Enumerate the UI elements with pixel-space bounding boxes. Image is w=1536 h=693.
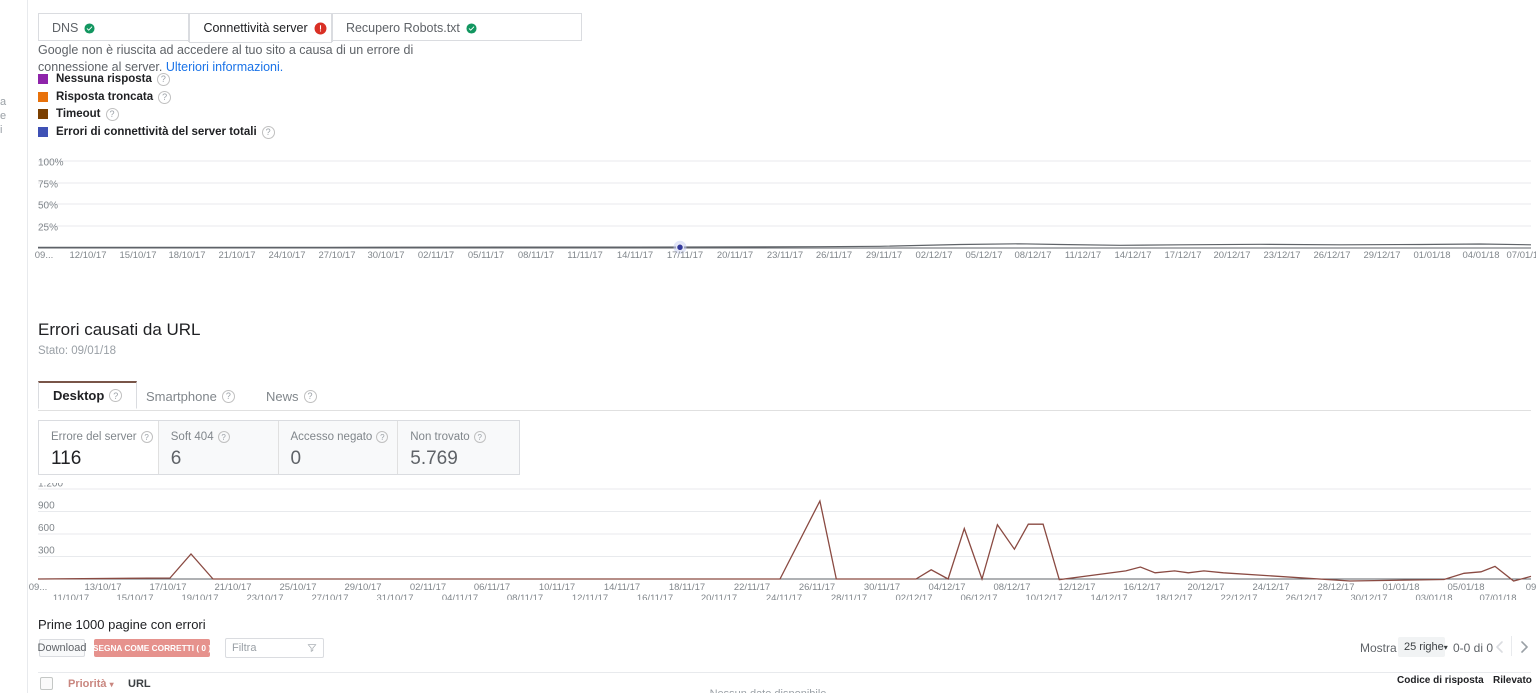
svg-text:27/10/17: 27/10/17 <box>319 250 356 261</box>
svg-text:29/11/17: 29/11/17 <box>866 250 902 261</box>
svg-text:21/10/17: 21/10/17 <box>215 582 252 593</box>
svg-text:17/10/17: 17/10/17 <box>150 582 187 593</box>
svg-text:75%: 75% <box>38 179 58 190</box>
svg-text:26/11/17: 26/11/17 <box>799 582 835 593</box>
svg-text:29/12/17: 29/12/17 <box>1364 250 1401 261</box>
svg-text:24/11/17: 24/11/17 <box>766 593 802 600</box>
svg-text:26/12/17: 26/12/17 <box>1286 593 1323 600</box>
svg-text:08/12/17: 08/12/17 <box>994 582 1031 593</box>
svg-text:50%: 50% <box>38 200 58 211</box>
svg-text:07/01/18: 07/01/18 <box>1507 250 1536 261</box>
svg-text:02/11/17: 02/11/17 <box>410 582 446 593</box>
svg-text:18/10/17: 18/10/17 <box>169 250 206 261</box>
svg-text:27/10/17: 27/10/17 <box>312 593 349 600</box>
svg-text:15/10/17: 15/10/17 <box>120 250 157 261</box>
svg-text:31/10/17: 31/10/17 <box>377 593 414 600</box>
svg-text:02/11/17: 02/11/17 <box>418 250 454 261</box>
svg-text:03/01/18: 03/01/18 <box>1416 593 1453 600</box>
svg-text:01/01/18: 01/01/18 <box>1414 250 1451 261</box>
svg-text:30/11/17: 30/11/17 <box>864 582 900 593</box>
svg-text:09: 09 <box>1526 582 1536 593</box>
svg-text:23/10/17: 23/10/17 <box>247 593 284 600</box>
svg-text:30/10/17: 30/10/17 <box>368 250 405 261</box>
svg-text:20/12/17: 20/12/17 <box>1214 250 1251 261</box>
svg-text:06/12/17: 06/12/17 <box>961 593 998 600</box>
svg-text:20/12/17: 20/12/17 <box>1188 582 1225 593</box>
svg-text:23/11/17: 23/11/17 <box>767 250 803 261</box>
svg-text:08/11/17: 08/11/17 <box>507 593 543 600</box>
svg-text:12/11/17: 12/11/17 <box>572 593 608 600</box>
svg-text:12/12/17: 12/12/17 <box>1059 582 1096 593</box>
svg-text:17/11/17: 17/11/17 <box>667 250 703 261</box>
svg-text:300: 300 <box>38 545 55 556</box>
svg-text:21/10/17: 21/10/17 <box>219 250 256 261</box>
svg-text:18/11/17: 18/11/17 <box>669 582 705 593</box>
svg-text:600: 600 <box>38 523 55 534</box>
svg-text:30/12/17: 30/12/17 <box>1351 593 1388 600</box>
svg-text:09...: 09... <box>29 582 48 593</box>
svg-text:28/12/17: 28/12/17 <box>1318 582 1355 593</box>
svg-text:02/12/17: 02/12/17 <box>916 250 953 261</box>
svg-text:20/11/17: 20/11/17 <box>701 593 737 600</box>
svg-text:04/01/18: 04/01/18 <box>1463 250 1500 261</box>
svg-text:22/12/17: 22/12/17 <box>1221 593 1258 600</box>
svg-text:18/12/17: 18/12/17 <box>1156 593 1193 600</box>
svg-text:05/11/17: 05/11/17 <box>468 250 504 261</box>
svg-text:04/11/17: 04/11/17 <box>442 593 478 600</box>
svg-text:09...: 09... <box>35 250 54 261</box>
svg-text:23/12/17: 23/12/17 <box>1264 250 1301 261</box>
svg-text:100%: 100% <box>38 158 64 168</box>
svg-text:05/01/18: 05/01/18 <box>1448 582 1485 593</box>
svg-text:16/12/17: 16/12/17 <box>1124 582 1161 593</box>
svg-text:08/11/17: 08/11/17 <box>518 250 554 261</box>
svg-text:15/10/17: 15/10/17 <box>117 593 154 600</box>
svg-text:25%: 25% <box>38 222 58 233</box>
svg-text:14/12/17: 14/12/17 <box>1115 250 1152 261</box>
svg-text:14/12/17: 14/12/17 <box>1091 593 1128 600</box>
svg-text:900: 900 <box>38 500 55 511</box>
svg-text:26/12/17: 26/12/17 <box>1314 250 1351 261</box>
svg-text:20/11/17: 20/11/17 <box>717 250 753 261</box>
svg-text:17/12/17: 17/12/17 <box>1165 250 1202 261</box>
svg-text:11/11/17: 11/11/17 <box>567 250 603 261</box>
svg-text:25/10/17: 25/10/17 <box>280 582 317 593</box>
svg-text:10/12/17: 10/12/17 <box>1026 593 1063 600</box>
svg-text:26/11/17: 26/11/17 <box>816 250 852 261</box>
svg-text:24/10/17: 24/10/17 <box>269 250 306 261</box>
svg-text:1.200: 1.200 <box>38 483 63 489</box>
svg-text:07/01/18: 07/01/18 <box>1480 593 1517 600</box>
svg-text:14/11/17: 14/11/17 <box>604 582 640 593</box>
svg-text:04/12/17: 04/12/17 <box>929 582 966 593</box>
svg-text:11/12/17: 11/12/17 <box>1065 250 1101 261</box>
svg-text:28/11/17: 28/11/17 <box>831 593 867 600</box>
svg-text:05/12/17: 05/12/17 <box>966 250 1003 261</box>
svg-text:13/10/17: 13/10/17 <box>85 582 122 593</box>
svg-text:10/11/17: 10/11/17 <box>539 582 575 593</box>
svg-text:14/11/17: 14/11/17 <box>617 250 653 261</box>
svg-text:22/11/17: 22/11/17 <box>734 582 770 593</box>
svg-text:24/12/17: 24/12/17 <box>1253 582 1290 593</box>
svg-text:02/12/17: 02/12/17 <box>896 593 933 600</box>
svg-text:29/10/17: 29/10/17 <box>345 582 382 593</box>
svg-text:06/11/17: 06/11/17 <box>474 582 510 593</box>
svg-text:11/10/17: 11/10/17 <box>53 593 89 600</box>
svg-text:16/11/17: 16/11/17 <box>637 593 673 600</box>
svg-text:01/01/18: 01/01/18 <box>1383 582 1420 593</box>
svg-text:12/10/17: 12/10/17 <box>70 250 107 261</box>
svg-text:19/10/17: 19/10/17 <box>182 593 219 600</box>
svg-text:08/12/17: 08/12/17 <box>1015 250 1052 261</box>
